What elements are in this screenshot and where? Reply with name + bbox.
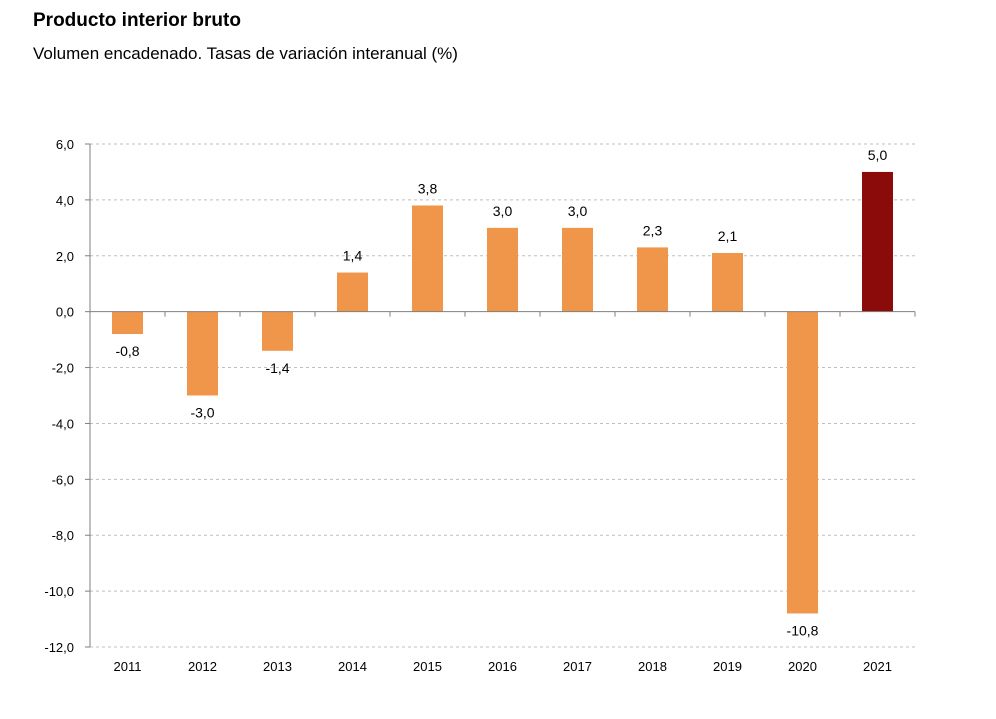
bar-2017: [562, 227, 593, 312]
y-tick-label: -6,0: [52, 472, 74, 487]
x-tick-label-2021: 2021: [863, 659, 892, 674]
bar-2011: [112, 311, 143, 335]
data-label-2020: -10,8: [787, 622, 819, 638]
bar-2014: [337, 272, 368, 312]
x-tick-label-2017: 2017: [563, 659, 592, 674]
data-label-2019: 2,1: [718, 228, 738, 244]
bars: [112, 171, 893, 614]
y-tick-label: -4,0: [52, 416, 74, 431]
y-tick-label: -10,0: [44, 584, 74, 599]
x-tick-label-2019: 2019: [713, 659, 742, 674]
x-tick-label-2012: 2012: [188, 659, 217, 674]
bar-2018: [637, 247, 668, 312]
y-tick-label: 6,0: [56, 137, 74, 152]
data-label-2015: 3,8: [418, 180, 438, 196]
bar-2016: [487, 227, 518, 312]
x-tick-label-2013: 2013: [263, 659, 292, 674]
chart-title: Producto interior bruto: [33, 10, 241, 31]
data-labels: -0,8 -3,0 -1,4 1,4 3,8 3,0 3,0 2,3 2,1 -10,8 5,0: [115, 147, 887, 639]
data-label-2013: -1,4: [265, 360, 289, 376]
y-tick-label: 4,0: [56, 193, 74, 208]
x-tick-label-2018: 2018: [638, 659, 667, 674]
data-label-2021: 5,0: [868, 147, 888, 163]
bar-2019: [712, 252, 743, 312]
x-tick-label-2014: 2014: [338, 659, 367, 674]
bar-2020: [787, 311, 818, 614]
y-tick-label: -12,0: [44, 640, 74, 655]
y-tick-label: 2,0: [56, 249, 74, 264]
data-label-2018: 2,3: [643, 222, 663, 238]
bar-2015: [412, 205, 443, 312]
y-tick-label: -8,0: [52, 528, 74, 543]
data-label-2016: 3,0: [493, 203, 513, 219]
bar-2013: [262, 311, 293, 351]
data-label-2017: 3,0: [568, 203, 588, 219]
x-tick-label-2020: 2020: [788, 659, 817, 674]
y-tick-label: -2,0: [52, 361, 74, 376]
bar-2012: [187, 311, 218, 396]
bar-2021: [862, 171, 893, 312]
x-tick-label-2015: 2015: [413, 659, 442, 674]
data-label-2014: 1,4: [343, 248, 363, 264]
x-tick-label-2016: 2016: [488, 659, 517, 674]
data-label-2012: -3,0: [190, 405, 214, 421]
data-label-2011: -0,8: [115, 343, 139, 359]
x-tick-label-2011: 2011: [114, 659, 142, 674]
y-tick-label: 0,0: [56, 305, 74, 320]
axes: 6,0 4,0 2,0 0,0 -2,0 -4,0 -6,0 -8,0 -10,0 -12,0 20…: [44, 137, 916, 674]
chart-subtitle: Volumen encadenado. Tasas de variación i…: [33, 44, 458, 63]
